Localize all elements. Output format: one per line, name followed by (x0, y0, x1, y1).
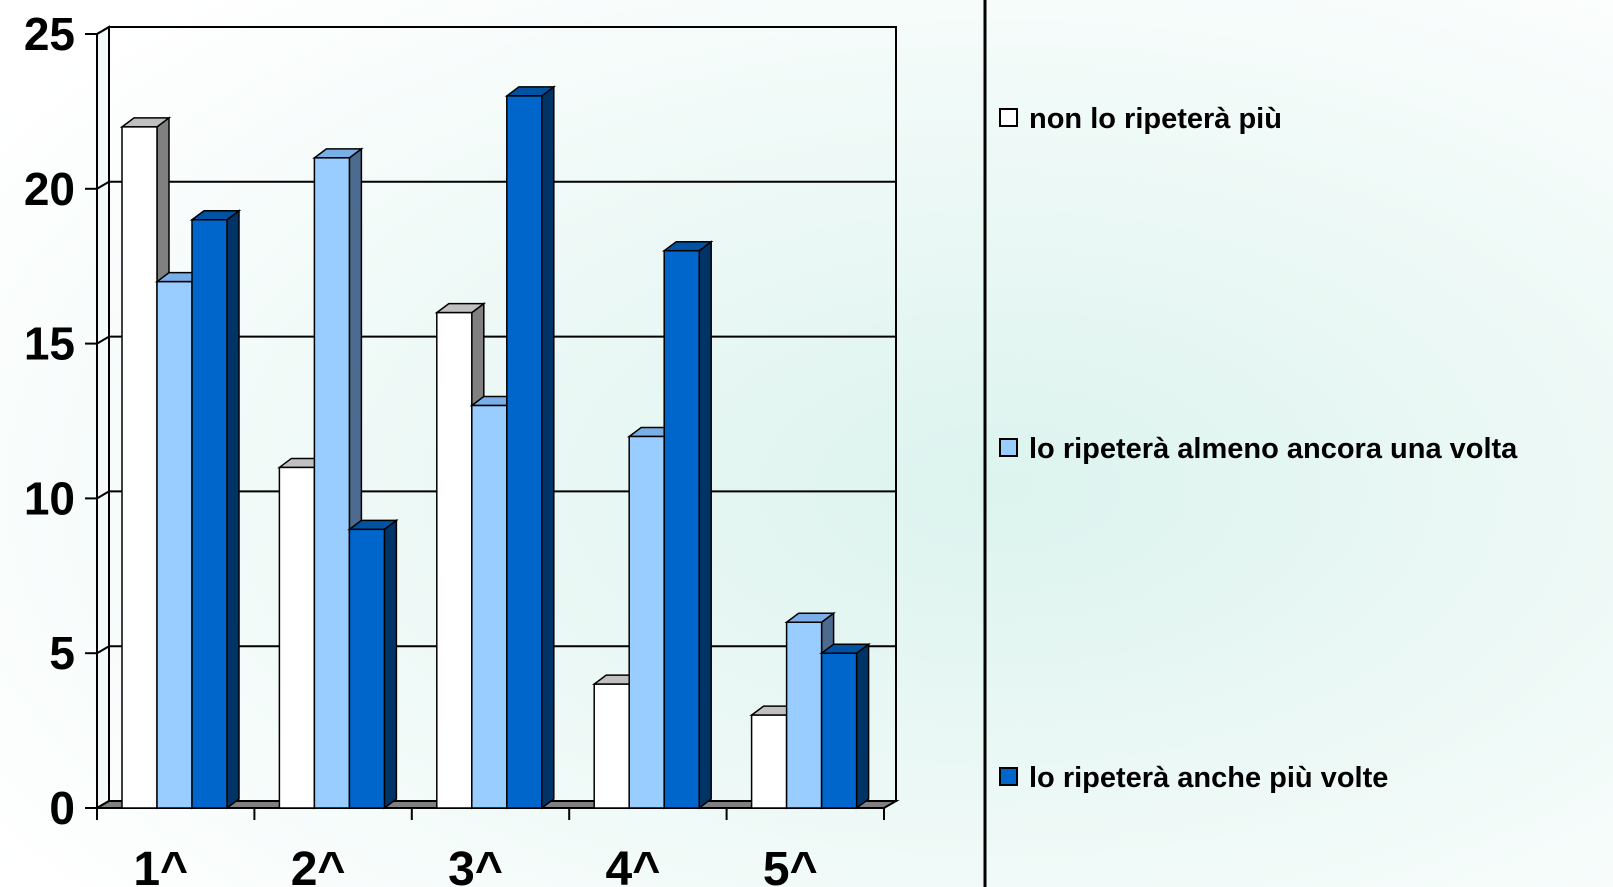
x-tick-label: 5^ (763, 843, 818, 887)
y-tick-label: 20 (24, 163, 75, 215)
y-tick-label: 10 (24, 472, 75, 524)
bar-side (698, 240, 712, 810)
bar (661, 240, 714, 810)
y-tick-label: 15 (24, 318, 75, 370)
x-tick-label: 2^ (291, 843, 346, 887)
bar-side (855, 642, 870, 810)
y-tick-label: 5 (49, 627, 75, 679)
y-tick-label: 0 (49, 782, 75, 834)
bar-front (191, 219, 228, 809)
gridline-depth (96, 180, 110, 190)
bar-front (506, 95, 543, 809)
x-tick-label: 3^ (448, 843, 503, 887)
bar (819, 642, 871, 810)
legend-swatch (999, 438, 1018, 457)
legend-swatch (999, 108, 1018, 127)
bar-front (313, 157, 351, 809)
bar-side (541, 85, 555, 810)
bar-side (383, 518, 398, 810)
x-tick-label: 1^ (133, 843, 188, 887)
bar-front (663, 249, 700, 809)
gridline-depth (96, 490, 110, 500)
bar-front (593, 683, 630, 809)
plot-side-wall (96, 25, 110, 810)
bar-front (628, 435, 665, 809)
bar-front (348, 528, 386, 809)
legend-label: non lo ripeterà più (1029, 103, 1282, 135)
bar-front (156, 280, 193, 809)
bar (504, 85, 557, 810)
bar-side (226, 209, 240, 810)
gridline-depth (96, 26, 110, 35)
bar-front (785, 621, 823, 809)
bar-front (750, 714, 788, 809)
bar-front (278, 466, 316, 809)
bar (347, 518, 399, 810)
y-tick-label: 25 (24, 8, 75, 60)
x-tick-label: 4^ (606, 843, 661, 887)
bar-front (820, 652, 858, 809)
bar (434, 302, 487, 810)
gridline-depth (96, 645, 110, 655)
bar-front (436, 311, 473, 809)
legend-swatch (999, 767, 1018, 786)
legend-label: lo ripeterà anche più volte (1029, 762, 1388, 794)
legend-label: lo ripeterà almeno ancora una volta (1029, 433, 1518, 465)
gridline-depth (96, 335, 110, 345)
bar-front (121, 126, 158, 809)
bar-front (471, 404, 508, 809)
bar (189, 209, 242, 810)
